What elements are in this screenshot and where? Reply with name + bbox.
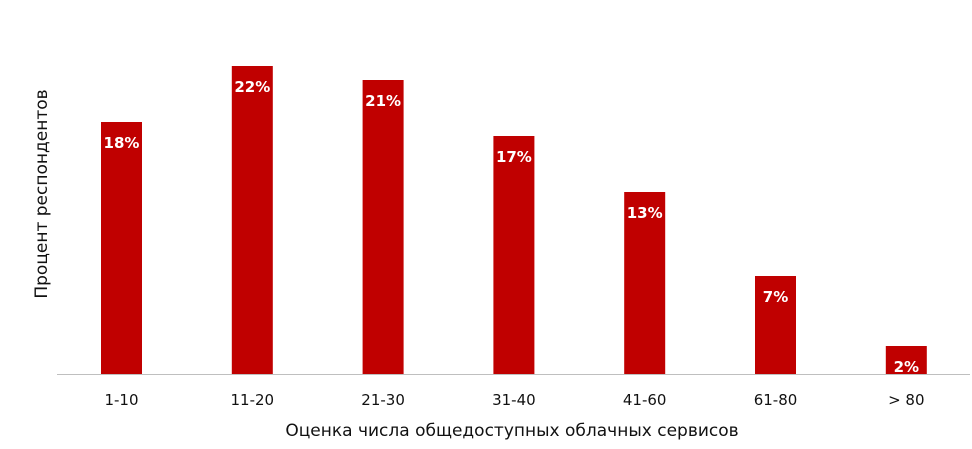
- x-tick-labels-group: 1-10 11-20 21-30 31-40 41-60 61-80 > 80: [104, 391, 924, 409]
- x-tick-label-2: 21-30: [361, 391, 405, 409]
- bar-6: [885, 346, 927, 374]
- x-tick-label-5: 61-80: [754, 391, 798, 409]
- bar-value-label-6: 2%: [894, 358, 919, 376]
- x-tick-label-3: 31-40: [492, 391, 536, 409]
- x-tick-label-0: 1-10: [104, 391, 138, 409]
- x-tick-label-6: > 80: [888, 391, 924, 409]
- bar-value-label-5: 7%: [763, 288, 788, 306]
- bar-5: [755, 276, 796, 374]
- bar-4: [624, 192, 666, 374]
- bar-1: [231, 66, 273, 374]
- x-tick-label-1: 11-20: [231, 391, 275, 409]
- bar-3: [493, 136, 535, 374]
- bar-labels-group: 18% 22% 21% 17% 13% 7% 2%: [104, 78, 919, 376]
- bar-value-label-0: 18%: [104, 134, 140, 152]
- bars-group: [101, 66, 927, 374]
- bar-value-label-2: 21%: [365, 92, 401, 110]
- bar-value-label-3: 17%: [496, 148, 532, 166]
- bar-0: [101, 122, 142, 374]
- x-axis-title: Оценка числа общедоступных облачных серв…: [285, 421, 738, 441]
- bar-value-label-1: 22%: [234, 78, 270, 96]
- x-tick-label-4: 41-60: [623, 391, 667, 409]
- bar-value-label-4: 13%: [627, 204, 663, 222]
- bar-2: [362, 80, 404, 374]
- y-axis-title: Процент респондентов: [32, 89, 52, 298]
